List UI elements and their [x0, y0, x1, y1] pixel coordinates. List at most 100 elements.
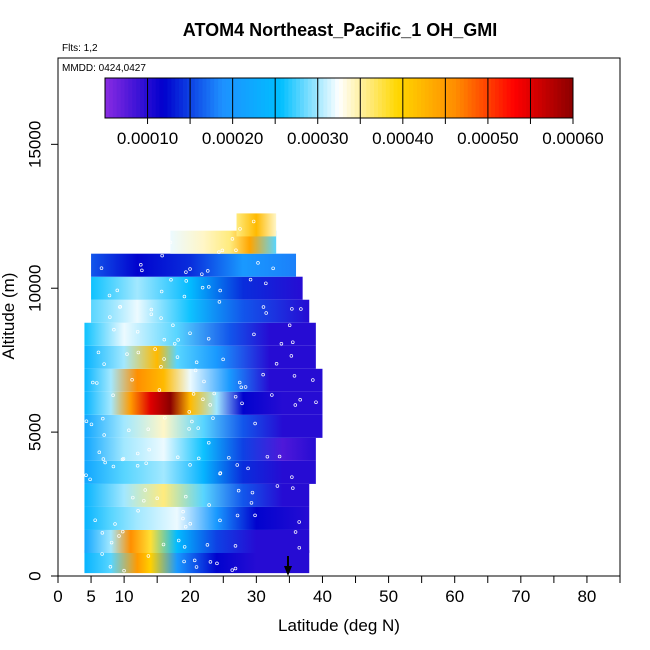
colorbar-segment — [128, 78, 133, 118]
colorbar-segment — [311, 78, 317, 118]
observation-point — [311, 378, 315, 382]
observation-point — [155, 496, 159, 501]
colorbar-segment — [245, 78, 250, 118]
colorbar-segment — [537, 78, 543, 118]
observation-point — [212, 391, 216, 396]
colorbar-tick-label: 0.00030 — [287, 129, 348, 148]
observation-point — [181, 509, 185, 514]
colorbar-segment — [116, 78, 122, 118]
colorbar-segment — [413, 78, 418, 118]
colorbar-segment — [261, 78, 266, 118]
y-tick-label: 15000 — [25, 121, 44, 168]
observation-point — [239, 385, 244, 390]
observation-point — [252, 332, 256, 337]
colorbar-segment — [218, 78, 223, 118]
colorbar-segment — [502, 78, 508, 118]
colorbar-segment — [175, 78, 180, 118]
observation-point — [218, 288, 222, 293]
colorbar-segment — [288, 78, 293, 118]
observation-point — [190, 419, 194, 424]
observation-point — [139, 263, 143, 267]
observation-point — [121, 529, 125, 534]
colorbar-segment — [553, 78, 558, 118]
observation-point — [135, 463, 140, 468]
colorbar-segment — [530, 78, 535, 118]
colorbar-segment — [428, 78, 434, 118]
colorbar-segment — [124, 78, 129, 118]
colorbar-segment — [323, 78, 328, 118]
observation-point — [298, 397, 302, 402]
observation-point — [102, 433, 106, 437]
colorbar-segment — [549, 78, 554, 118]
colorbar-segment — [202, 78, 207, 118]
observation-point — [230, 237, 235, 241]
colorbar-tick-label: 0.00010 — [117, 129, 178, 148]
observation-point — [184, 494, 188, 499]
observation-point — [271, 266, 275, 271]
colorbar-segment — [424, 78, 430, 118]
observation-point — [275, 484, 280, 488]
colorbar-segment — [241, 78, 246, 118]
colorbar-segment — [179, 78, 184, 118]
observation-point — [233, 566, 238, 571]
observation-point — [136, 508, 140, 513]
heatmap-band — [84, 437, 316, 461]
observation-point — [230, 568, 234, 572]
colorbar-segment — [144, 78, 149, 118]
observation-point — [200, 272, 204, 276]
observation-point — [217, 250, 221, 254]
heatmap-band — [84, 529, 310, 553]
observation-point — [194, 360, 199, 365]
observation-point — [172, 341, 177, 346]
observation-point — [193, 368, 198, 373]
colorbar-segment — [214, 78, 219, 118]
observation-point — [187, 410, 191, 414]
colorbar-segment — [498, 78, 504, 118]
y-axis-label: Altitude (m) — [0, 273, 18, 360]
colorbar-segment — [557, 78, 562, 118]
colorbar-segment — [393, 78, 398, 118]
observation-point — [196, 426, 200, 430]
colorbar-segment — [233, 78, 239, 118]
observation-point — [221, 357, 225, 362]
observation-point — [211, 416, 215, 420]
observation-point — [235, 463, 240, 467]
colorbar-segment — [452, 78, 457, 118]
observation-point — [291, 340, 295, 344]
colorbar-segment — [456, 78, 461, 118]
colorbar-segment — [565, 78, 570, 118]
flights-annotation: Flts: 1,2 — [62, 43, 98, 54]
colorbar-segment — [541, 78, 547, 118]
colorbar-segment — [339, 78, 344, 118]
observation-point — [176, 455, 180, 460]
colorbar-segment — [225, 78, 231, 118]
observation-point — [159, 289, 164, 294]
colorbar-segment — [300, 78, 305, 118]
colorbar-segment — [147, 78, 153, 118]
axes: 0 5 10 20 30 40 50 60 70 80 0 5000 10000 15000 — [25, 121, 621, 606]
observation-point — [135, 329, 140, 334]
observation-point — [274, 362, 279, 366]
colorbar-segment — [327, 78, 332, 118]
colorbar-segment — [229, 78, 235, 118]
observation-point — [206, 336, 211, 341]
observation-point — [120, 457, 125, 462]
colorbar-tick-label: 0.00040 — [372, 129, 433, 148]
observation-point — [108, 565, 113, 569]
chart-title: ATOM4 Northeast_Pacific_1 OH_GMI — [183, 20, 497, 40]
observation-point — [270, 393, 274, 397]
observation-point — [235, 513, 240, 518]
observation-point — [127, 428, 131, 433]
colorbar-segment — [444, 78, 449, 118]
observation-point — [168, 240, 173, 245]
colorbar-segment — [210, 78, 215, 118]
observation-point — [161, 542, 166, 547]
observation-point — [194, 565, 199, 569]
heatmap-band — [91, 253, 297, 277]
colorbar: 0.00010 0.00020 0.00030 0.00040 0.00050 0.000… — [104, 77, 604, 148]
colorbar-segment — [463, 78, 469, 118]
heatmap-band — [236, 213, 277, 237]
observation-point — [183, 524, 188, 529]
observation-point — [125, 352, 129, 356]
